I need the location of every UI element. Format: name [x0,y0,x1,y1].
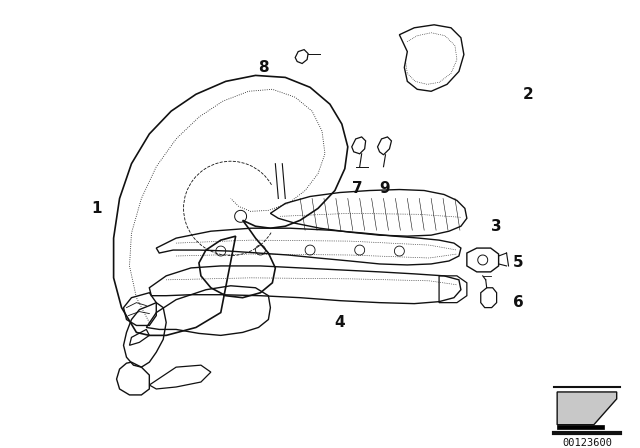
Text: 1: 1 [92,201,102,216]
Text: 3: 3 [492,219,502,234]
Polygon shape [557,392,617,425]
Text: 00123600: 00123600 [562,438,612,448]
Text: 9: 9 [379,181,390,196]
Text: 8: 8 [258,60,269,75]
Text: 2: 2 [523,87,534,102]
Text: 7: 7 [353,181,363,196]
Text: 6: 6 [513,295,524,310]
Text: 5: 5 [513,255,524,271]
Polygon shape [557,425,604,429]
Text: 4: 4 [335,315,345,330]
